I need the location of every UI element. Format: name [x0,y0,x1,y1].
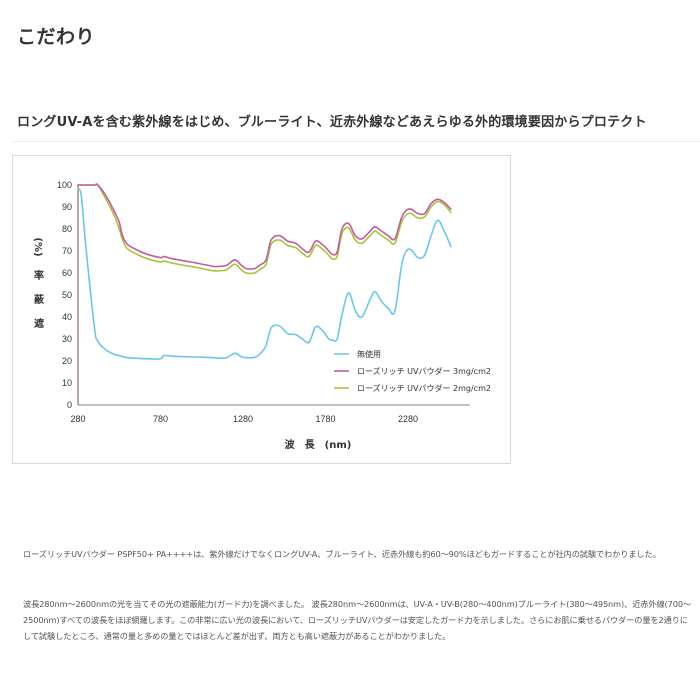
y-tick-label: 10 [62,378,72,388]
y-axis-title-char: 遮 [34,317,44,330]
y-tick-label: 20 [62,356,72,366]
y-tick-label: 30 [62,334,72,344]
legend-label: 無使用 [357,349,381,359]
x-tick-label: 280 [70,414,85,424]
legend-label: ローズリッチ UVパウダー 3mg/cm2 [357,366,491,376]
x-tick-label: 1780 [315,414,335,424]
chart-container: 0 10 20 30 40 50 60 70 80 90 100 280 780 1280 1780 2280… [12,155,511,464]
y-tick-label: 60 [62,268,72,278]
y-tick-label: 0 [67,400,72,410]
y-tick-label: 50 [62,290,72,300]
y-tick-label: 80 [62,224,72,234]
y-tick-label: 40 [62,312,72,322]
y-tick-label: 100 [57,180,72,190]
y-tick-label: 90 [62,202,72,212]
y-axis-title-char: 蔽 [34,293,45,306]
series-line-3mg [77,183,452,270]
series-line-no-use [77,188,452,360]
x-axis-title: 波 長 (nm) [285,438,352,451]
section-heading: ロングUV-Aを含む紫外線をはじめ、ブルーライト、近赤外線などあえらゆる外的環境… [17,115,647,130]
legend-label: ローズリッチ UVパウダー 2mg/cm2 [357,383,491,393]
y-tick-label: 70 [62,246,72,256]
y-axis-title-char: (%) [32,237,43,256]
y-axis-title-char: 率 [34,269,44,282]
result-paragraph: ローズリッチUVパウダー PSPF50+ PA++++は、紫外線だけでなくロング… [23,549,661,559]
method-paragraph: 波長280nm〜2600nmの光を当てその光の遮蔽能力(ガード力)を調べました。… [23,599,692,641]
x-tick-label: 1280 [233,414,253,424]
page-title: こだわり [17,26,96,48]
series-line-2mg [77,183,452,275]
x-tick-label: 2280 [398,414,418,424]
x-tick-label: 780 [153,414,168,424]
uv-shielding-line-chart: 0 10 20 30 40 50 60 70 80 90 100 280 780 1280 1780 2280… [32,180,491,451]
heading-divider [12,141,700,142]
